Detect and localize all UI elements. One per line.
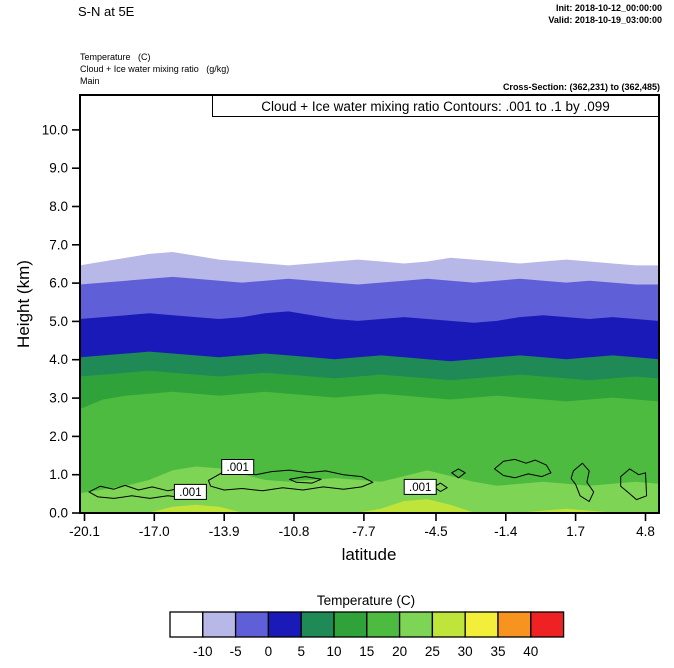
svg-text:25: 25 <box>425 644 440 659</box>
svg-text:1.7: 1.7 <box>566 524 585 539</box>
svg-text:-20.1: -20.1 <box>69 524 100 539</box>
colorbar-title: Temperature (C) <box>316 593 416 608</box>
field-temperature: Temperature (C) <box>80 52 151 62</box>
svg-text:-10: -10 <box>193 644 213 659</box>
svg-text:-13.9: -13.9 <box>209 524 240 539</box>
x-axis-label: latitude <box>341 545 397 564</box>
init-timestamp: Init: 2018-10-12_00:00:00 <box>555 3 662 13</box>
svg-text:7.0: 7.0 <box>49 237 68 252</box>
svg-text:35: 35 <box>490 644 505 659</box>
svg-text:-10.8: -10.8 <box>279 524 310 539</box>
field-list: Temperature (C) Cloud + Ice water mixing… <box>80 51 229 87</box>
svg-text:-1.4: -1.4 <box>494 524 518 539</box>
field-domain: Main <box>80 76 100 87</box>
svg-text:-5: -5 <box>230 644 242 659</box>
svg-text:5: 5 <box>297 644 305 659</box>
svg-text:6.0: 6.0 <box>49 276 68 291</box>
svg-text:10.0: 10.0 <box>42 122 68 137</box>
svg-text:.001: .001 <box>179 487 201 499</box>
svg-text:20: 20 <box>392 644 407 659</box>
svg-text:-7.7: -7.7 <box>352 524 375 539</box>
svg-text:0: 0 <box>265 644 273 659</box>
svg-text:0.0: 0.0 <box>49 506 68 521</box>
field-cloud-ice: Cloud + Ice water mixing ratio (g/kg) <box>80 64 230 75</box>
model-timestamps: Init: 2018-10-12_00:00:00 Valid: 2018-10… <box>548 3 662 26</box>
valid-timestamp: Valid: 2018-10-19_03:00:00 <box>548 14 662 25</box>
page-title: S-N at 5E <box>78 4 135 19</box>
contour-legend-text: Cloud + Ice water mixing ratio Contours:… <box>261 98 610 114</box>
cross-section-coords: Cross-Section: (362,231) to (362,485) <box>502 82 660 92</box>
svg-text:40: 40 <box>523 644 538 659</box>
svg-text:5.0: 5.0 <box>49 314 68 329</box>
svg-text:8.0: 8.0 <box>49 199 68 214</box>
y-axis-label: Height (km) <box>14 260 33 348</box>
svg-text:4.8: 4.8 <box>636 524 655 539</box>
svg-text:.001: .001 <box>409 482 431 494</box>
svg-text:.001: .001 <box>227 462 249 474</box>
svg-text:2.0: 2.0 <box>49 429 68 444</box>
svg-text:-17.0: -17.0 <box>139 524 170 539</box>
svg-text:3.0: 3.0 <box>49 391 68 406</box>
svg-text:1.0: 1.0 <box>49 467 68 482</box>
svg-text:-4.5: -4.5 <box>424 524 447 539</box>
svg-text:9.0: 9.0 <box>49 161 68 176</box>
contour-legend-box: Cloud + Ice water mixing ratio Contours:… <box>212 95 659 117</box>
svg-text:15: 15 <box>359 644 374 659</box>
svg-text:4.0: 4.0 <box>49 352 68 367</box>
svg-text:30: 30 <box>458 644 473 659</box>
svg-text:10: 10 <box>326 644 341 659</box>
